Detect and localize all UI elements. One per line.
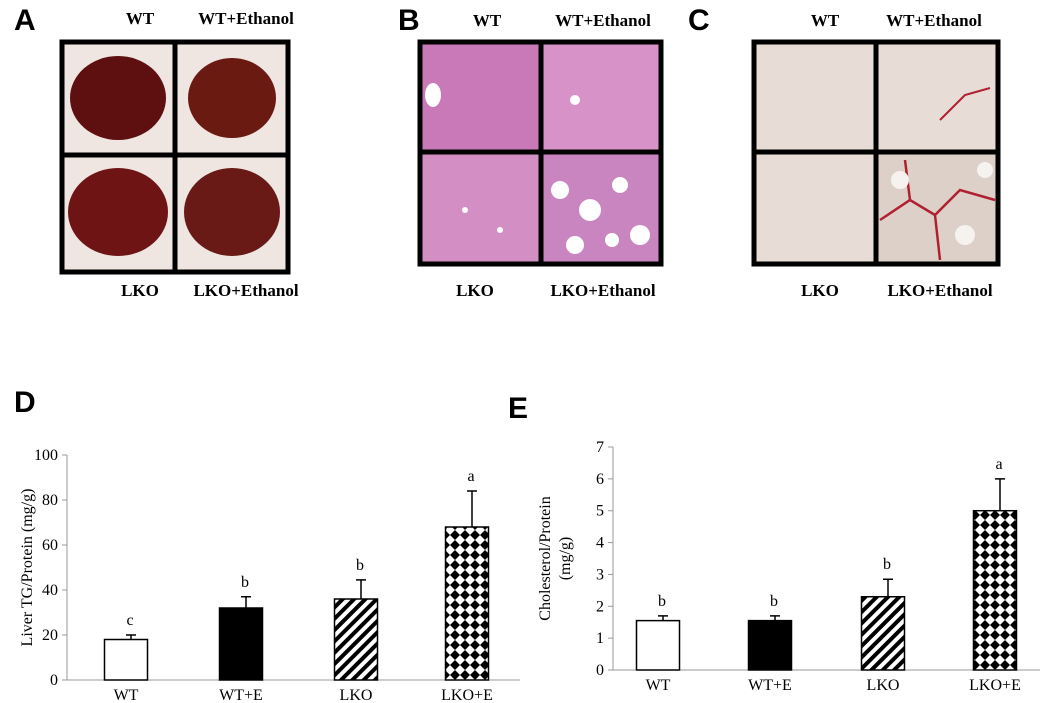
bar — [747, 619, 793, 671]
group-label: LKO+Ethanol — [550, 281, 655, 300]
panel-label: D — [14, 386, 36, 419]
x-tick-label: LKO+E — [441, 687, 493, 703]
y-tick-label: 60 — [42, 537, 58, 554]
x-tick-label: WT — [114, 687, 139, 703]
group-label: LKO — [801, 281, 839, 300]
he-stain-images — [417, 39, 664, 267]
group-label: WT+Ethanol — [555, 11, 651, 30]
x-tick-label: LKO — [867, 677, 900, 694]
panel-label: A — [14, 4, 36, 37]
x-tick-label: LKO+E — [969, 677, 1021, 694]
panel-label: C — [688, 4, 710, 37]
error-bar — [467, 490, 477, 527]
y-tick-label: 20 — [42, 627, 58, 644]
y-tick-label: 100 — [34, 447, 58, 464]
error-bar — [770, 615, 780, 621]
bar — [635, 619, 681, 671]
significance-letter: b — [658, 593, 666, 610]
y-tick-label: 0 — [596, 662, 604, 679]
error-bar — [883, 578, 893, 597]
panel-label: E — [508, 392, 528, 425]
error-bar — [356, 579, 366, 599]
x-tick-label: LKO — [340, 687, 373, 703]
group-label: LKO — [456, 281, 494, 300]
y-tick-label: 1 — [596, 630, 604, 647]
significance-letter: a — [467, 468, 474, 485]
error-bar — [658, 615, 668, 621]
sirius-red-images — [751, 39, 1001, 267]
liver-photos — [59, 39, 291, 275]
group-label: WT — [473, 11, 502, 30]
error-bar — [995, 478, 1005, 511]
x-tick-label: WT+E — [219, 687, 263, 703]
bar — [444, 526, 490, 681]
group-label: LKO+Ethanol — [887, 281, 992, 300]
group-label: WT — [811, 11, 840, 30]
y-axis-label: (mg/g) — [557, 537, 574, 581]
bar — [860, 595, 906, 671]
y-tick-label: 0 — [50, 672, 58, 689]
significance-letter: b — [770, 593, 778, 610]
bar — [103, 638, 149, 681]
group-label: LKO — [121, 281, 159, 300]
significance-letter: b — [356, 557, 364, 574]
group-label: WT+Ethanol — [198, 9, 294, 28]
y-tick-label: 2 — [596, 598, 604, 615]
y-axis-label: Cholesterol/Protein — [537, 496, 554, 620]
group-label: WT+Ethanol — [886, 11, 982, 30]
y-tick-label: 3 — [596, 566, 604, 583]
panel-label: B — [398, 4, 420, 37]
x-tick-label: WT — [646, 677, 671, 694]
significance-letter: b — [883, 556, 891, 573]
y-tick-label: 80 — [42, 492, 58, 509]
y-tick-label: 5 — [596, 503, 604, 520]
significance-letter: c — [126, 612, 133, 629]
group-label: LKO+Ethanol — [193, 281, 298, 300]
y-tick-label: 6 — [596, 471, 604, 488]
y-axis-label: Liver TG/Protein (mg/g) — [19, 489, 36, 647]
significance-letter: b — [241, 574, 249, 591]
significance-letter: a — [995, 456, 1002, 473]
error-bar — [241, 596, 251, 608]
error-bar — [126, 634, 136, 640]
y-tick-label: 40 — [42, 582, 58, 599]
bar — [218, 607, 264, 681]
y-tick-label: 7 — [596, 439, 604, 456]
group-label: WT — [126, 9, 155, 28]
x-tick-label: WT+E — [748, 677, 792, 694]
bar — [972, 509, 1018, 671]
bar — [333, 598, 379, 681]
y-tick-label: 4 — [596, 535, 604, 552]
